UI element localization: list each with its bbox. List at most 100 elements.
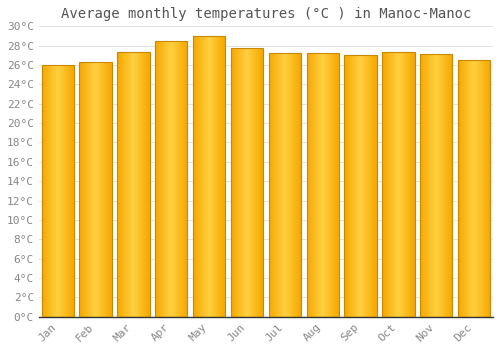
Bar xyxy=(386,52,387,317)
Bar xyxy=(358,55,359,317)
Bar xyxy=(428,54,429,317)
Bar xyxy=(66,65,67,317)
Bar xyxy=(448,54,449,317)
Bar xyxy=(126,52,127,317)
Bar xyxy=(465,60,466,317)
Bar xyxy=(82,62,84,317)
Bar xyxy=(170,41,171,317)
Bar xyxy=(440,54,441,317)
Bar xyxy=(361,55,362,317)
Bar xyxy=(224,36,225,317)
Bar xyxy=(186,41,187,317)
Bar xyxy=(135,52,136,317)
Bar xyxy=(204,36,205,317)
Bar xyxy=(298,54,299,317)
Bar xyxy=(100,62,101,317)
Bar xyxy=(438,54,439,317)
Bar xyxy=(84,62,85,317)
Bar xyxy=(254,48,255,317)
Bar xyxy=(296,54,297,317)
Bar xyxy=(475,60,476,317)
Bar xyxy=(292,54,293,317)
Bar xyxy=(486,60,487,317)
Bar xyxy=(136,52,137,317)
Bar xyxy=(325,54,326,317)
Bar xyxy=(106,62,107,317)
Bar xyxy=(310,54,311,317)
Bar xyxy=(180,41,181,317)
Bar xyxy=(148,52,149,317)
Bar xyxy=(459,60,460,317)
Bar xyxy=(63,65,64,317)
Bar xyxy=(217,36,218,317)
Bar xyxy=(458,60,459,317)
Bar xyxy=(168,41,169,317)
Bar xyxy=(70,65,71,317)
Bar xyxy=(355,55,356,317)
Bar xyxy=(91,62,92,317)
Bar xyxy=(427,54,428,317)
Bar xyxy=(479,60,480,317)
Bar xyxy=(274,54,275,317)
Bar xyxy=(326,54,327,317)
Bar xyxy=(90,62,91,317)
Bar xyxy=(108,62,109,317)
Bar xyxy=(329,54,330,317)
Bar xyxy=(259,48,260,317)
Bar xyxy=(279,54,280,317)
Bar xyxy=(246,48,247,317)
Bar xyxy=(187,41,188,317)
Bar xyxy=(426,54,427,317)
Bar xyxy=(245,48,246,317)
Bar xyxy=(469,60,470,317)
Bar xyxy=(375,55,376,317)
Bar xyxy=(87,62,88,317)
Bar xyxy=(257,48,258,317)
Bar xyxy=(300,54,301,317)
Bar xyxy=(308,54,309,317)
Bar xyxy=(335,54,336,317)
Bar xyxy=(155,41,156,317)
Bar xyxy=(371,55,372,317)
Bar xyxy=(172,41,173,317)
Bar xyxy=(209,36,210,317)
Bar xyxy=(322,54,323,317)
Bar xyxy=(94,62,95,317)
Bar xyxy=(250,48,251,317)
Bar xyxy=(182,41,183,317)
Bar xyxy=(323,54,324,317)
Bar xyxy=(384,52,385,317)
Bar xyxy=(458,60,490,317)
Bar xyxy=(487,60,488,317)
Bar xyxy=(276,54,277,317)
Bar xyxy=(471,60,472,317)
Bar xyxy=(282,54,283,317)
Bar xyxy=(489,60,490,317)
Bar xyxy=(374,55,375,317)
Bar xyxy=(297,54,298,317)
Bar xyxy=(442,54,443,317)
Bar xyxy=(470,60,471,317)
Bar xyxy=(102,62,103,317)
Bar xyxy=(247,48,248,317)
Bar xyxy=(319,54,320,317)
Bar xyxy=(338,54,339,317)
Bar xyxy=(128,52,129,317)
Bar xyxy=(429,54,430,317)
Bar xyxy=(169,41,170,317)
Bar xyxy=(360,55,361,317)
Bar xyxy=(262,48,263,317)
Bar xyxy=(166,41,167,317)
Bar xyxy=(473,60,474,317)
Bar xyxy=(42,65,74,317)
Bar xyxy=(408,52,409,317)
Bar xyxy=(312,54,313,317)
Bar xyxy=(443,54,444,317)
Bar xyxy=(434,54,435,317)
Bar xyxy=(309,54,310,317)
Bar xyxy=(330,54,331,317)
Bar xyxy=(183,41,184,317)
Bar xyxy=(295,54,296,317)
Bar xyxy=(184,41,185,317)
Bar xyxy=(134,52,135,317)
